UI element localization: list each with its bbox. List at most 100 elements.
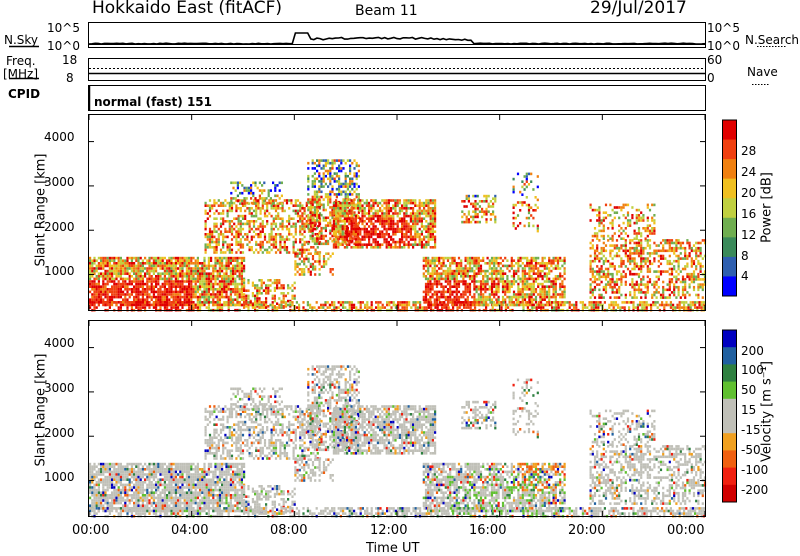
power-cell [142,283,144,286]
power-cell [107,270,109,273]
power-cell [266,220,268,223]
power-cell [231,210,233,213]
power-cell [297,249,299,252]
power-cell [261,197,263,200]
power-cell [338,170,340,173]
power-cell [667,263,669,266]
power-cell [598,230,600,233]
power-cell [634,232,636,235]
power-cell [491,275,493,278]
power-cell [253,223,255,226]
power-cell [224,228,226,231]
power-cell [449,265,451,268]
power-cell [386,238,388,241]
power-cell [131,291,133,294]
power-cell [357,225,359,228]
power-cell [288,217,290,220]
power-cell [175,285,177,288]
power-cell [478,262,480,265]
power-cell [229,223,231,226]
power-cell [495,267,497,270]
power-cell [386,202,388,205]
power-cell [184,298,186,301]
power-cell [221,275,223,278]
power-cell [616,252,618,255]
power-cell [175,301,177,304]
power-cell [337,210,339,213]
power-cell [555,285,557,288]
power-cell [335,210,337,213]
power-cell [148,270,150,273]
power-cell [627,222,629,225]
power-cell [627,250,629,253]
power-cell [531,275,533,278]
power-cell [609,237,611,240]
power-cell [465,272,467,275]
power-cell [240,210,242,213]
power-cell [346,220,348,223]
power-cell [240,241,242,244]
power-cell [209,243,211,246]
power-cell [526,288,528,291]
power-cell [454,262,456,265]
power-cell [220,202,222,205]
power-cell [432,257,434,260]
power-cell [480,288,482,291]
power-cell [192,301,194,304]
power-cell [304,210,306,213]
power-cell [645,247,647,250]
power-cell [206,265,208,268]
power-cell [519,209,521,212]
power-cell [598,268,600,271]
power-cell [421,241,423,244]
power-cell [222,223,224,226]
power-cell [469,293,471,296]
power-cell [482,293,484,296]
power-cell [421,243,423,246]
power-cell [447,270,449,273]
power-cell [399,243,401,246]
power-cell [232,270,234,273]
power-cell [236,259,238,262]
power-cell [620,260,622,263]
power-cell [359,207,361,210]
power-cell [111,278,113,281]
power-cell [473,275,475,278]
power-cell [487,270,489,273]
power-cell [170,280,172,283]
power-cell [272,182,274,185]
power-cell [434,298,436,301]
power-cell [347,188,349,191]
power-cell [678,273,680,276]
power-cell [355,215,357,218]
power-cell [438,280,440,283]
power-cell [126,278,128,281]
power-cell [427,272,429,275]
power-cell [151,288,153,291]
power-cell [146,280,148,283]
power-cell [502,265,504,268]
power-cell [314,260,316,263]
power-cell [495,283,497,286]
power-cell [526,285,528,288]
power-cell [601,252,603,255]
power-cell [386,207,388,210]
power-cell [241,262,243,265]
power-cell [222,220,224,223]
power-cell [100,275,102,278]
power-cell [476,288,478,291]
power-cell [466,218,468,221]
power-cell [592,270,594,273]
power-cell [216,225,218,228]
power-cell [107,283,109,286]
power-cell [607,260,609,263]
noise-trace [89,33,705,44]
power-cell [162,278,164,281]
power-cell [693,260,695,263]
power-cell [629,224,631,227]
power-cell [660,242,662,245]
power-cell [423,236,425,239]
power-cell [314,222,316,225]
power-cell [111,288,113,291]
power-cell [634,242,636,245]
